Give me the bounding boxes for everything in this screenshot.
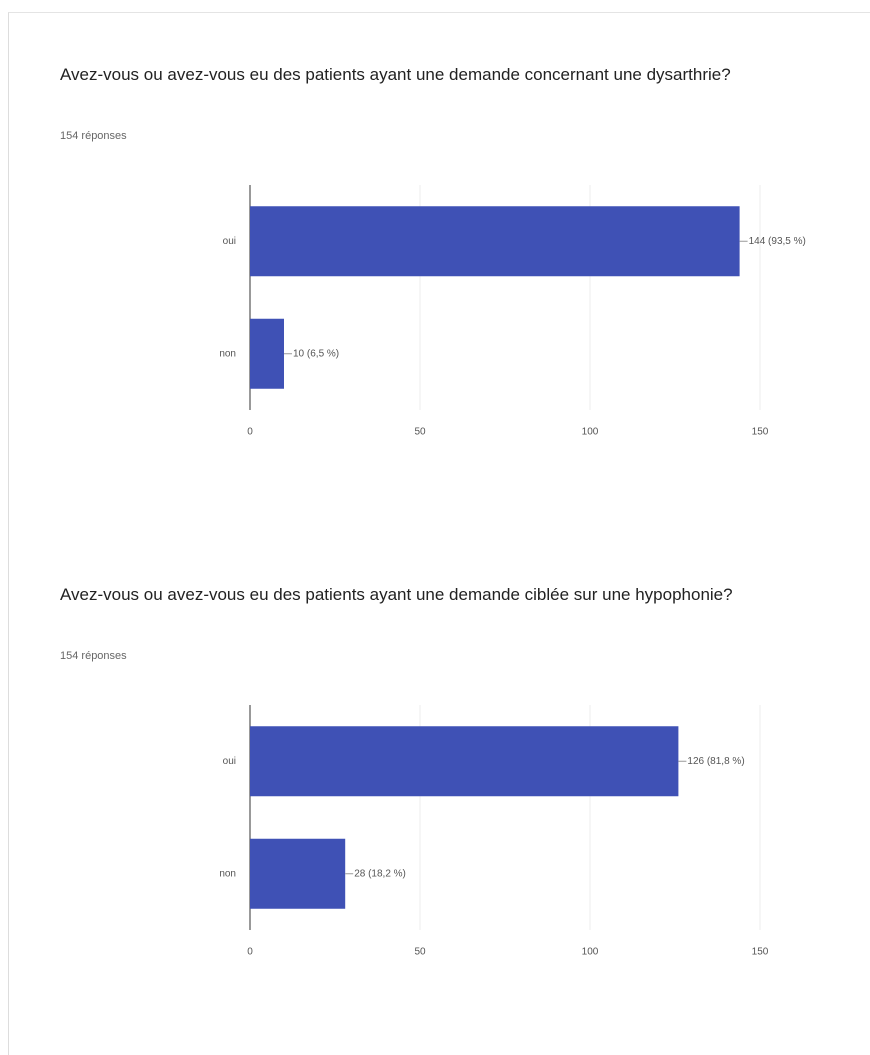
bar	[250, 838, 346, 909]
x-tick-label: 50	[414, 947, 426, 958]
value-label: 144 (93,5 %)	[749, 236, 806, 247]
x-tick-label: 0	[247, 947, 253, 958]
response-count: 154 réponses	[60, 650, 127, 662]
chart-section: Avez-vous ou avez-vous eu des patients a…	[0, 0, 870, 520]
chart: 0 50 100 150 oui 126 (81,8 %) non 28 (18,2 %)	[219, 705, 769, 958]
value-label: 126 (81,8 %)	[687, 756, 744, 767]
y-tick-label: oui	[223, 756, 236, 767]
x-tick-label: 50	[414, 427, 426, 438]
y-tick-label: non	[219, 348, 236, 359]
bar	[250, 206, 740, 277]
value-label: 28 (18,2 %)	[354, 868, 406, 879]
chart-title: Avez-vous ou avez-vous eu des patients a…	[60, 585, 733, 604]
response-count: 154 réponses	[60, 130, 127, 142]
value-label: 10 (6,5 %)	[293, 348, 339, 359]
x-tick-label: 100	[582, 427, 599, 438]
chart: 0 50 100 150 oui 144 (93,5 %) non 10 (6,5 %)	[219, 185, 806, 438]
x-tick-label: 0	[247, 427, 253, 438]
x-tick-label: 150	[752, 427, 769, 438]
x-tick-label: 150	[752, 947, 769, 958]
bar	[250, 318, 284, 389]
x-tick-label: 100	[582, 947, 599, 958]
chart-title: Avez-vous ou avez-vous eu des patients a…	[60, 65, 731, 84]
y-tick-label: oui	[223, 236, 236, 247]
bar	[250, 726, 679, 797]
chart-section: Avez-vous ou avez-vous eu des patients a…	[0, 520, 870, 1040]
y-tick-label: non	[219, 868, 236, 879]
form-card	[8, 12, 870, 1055]
